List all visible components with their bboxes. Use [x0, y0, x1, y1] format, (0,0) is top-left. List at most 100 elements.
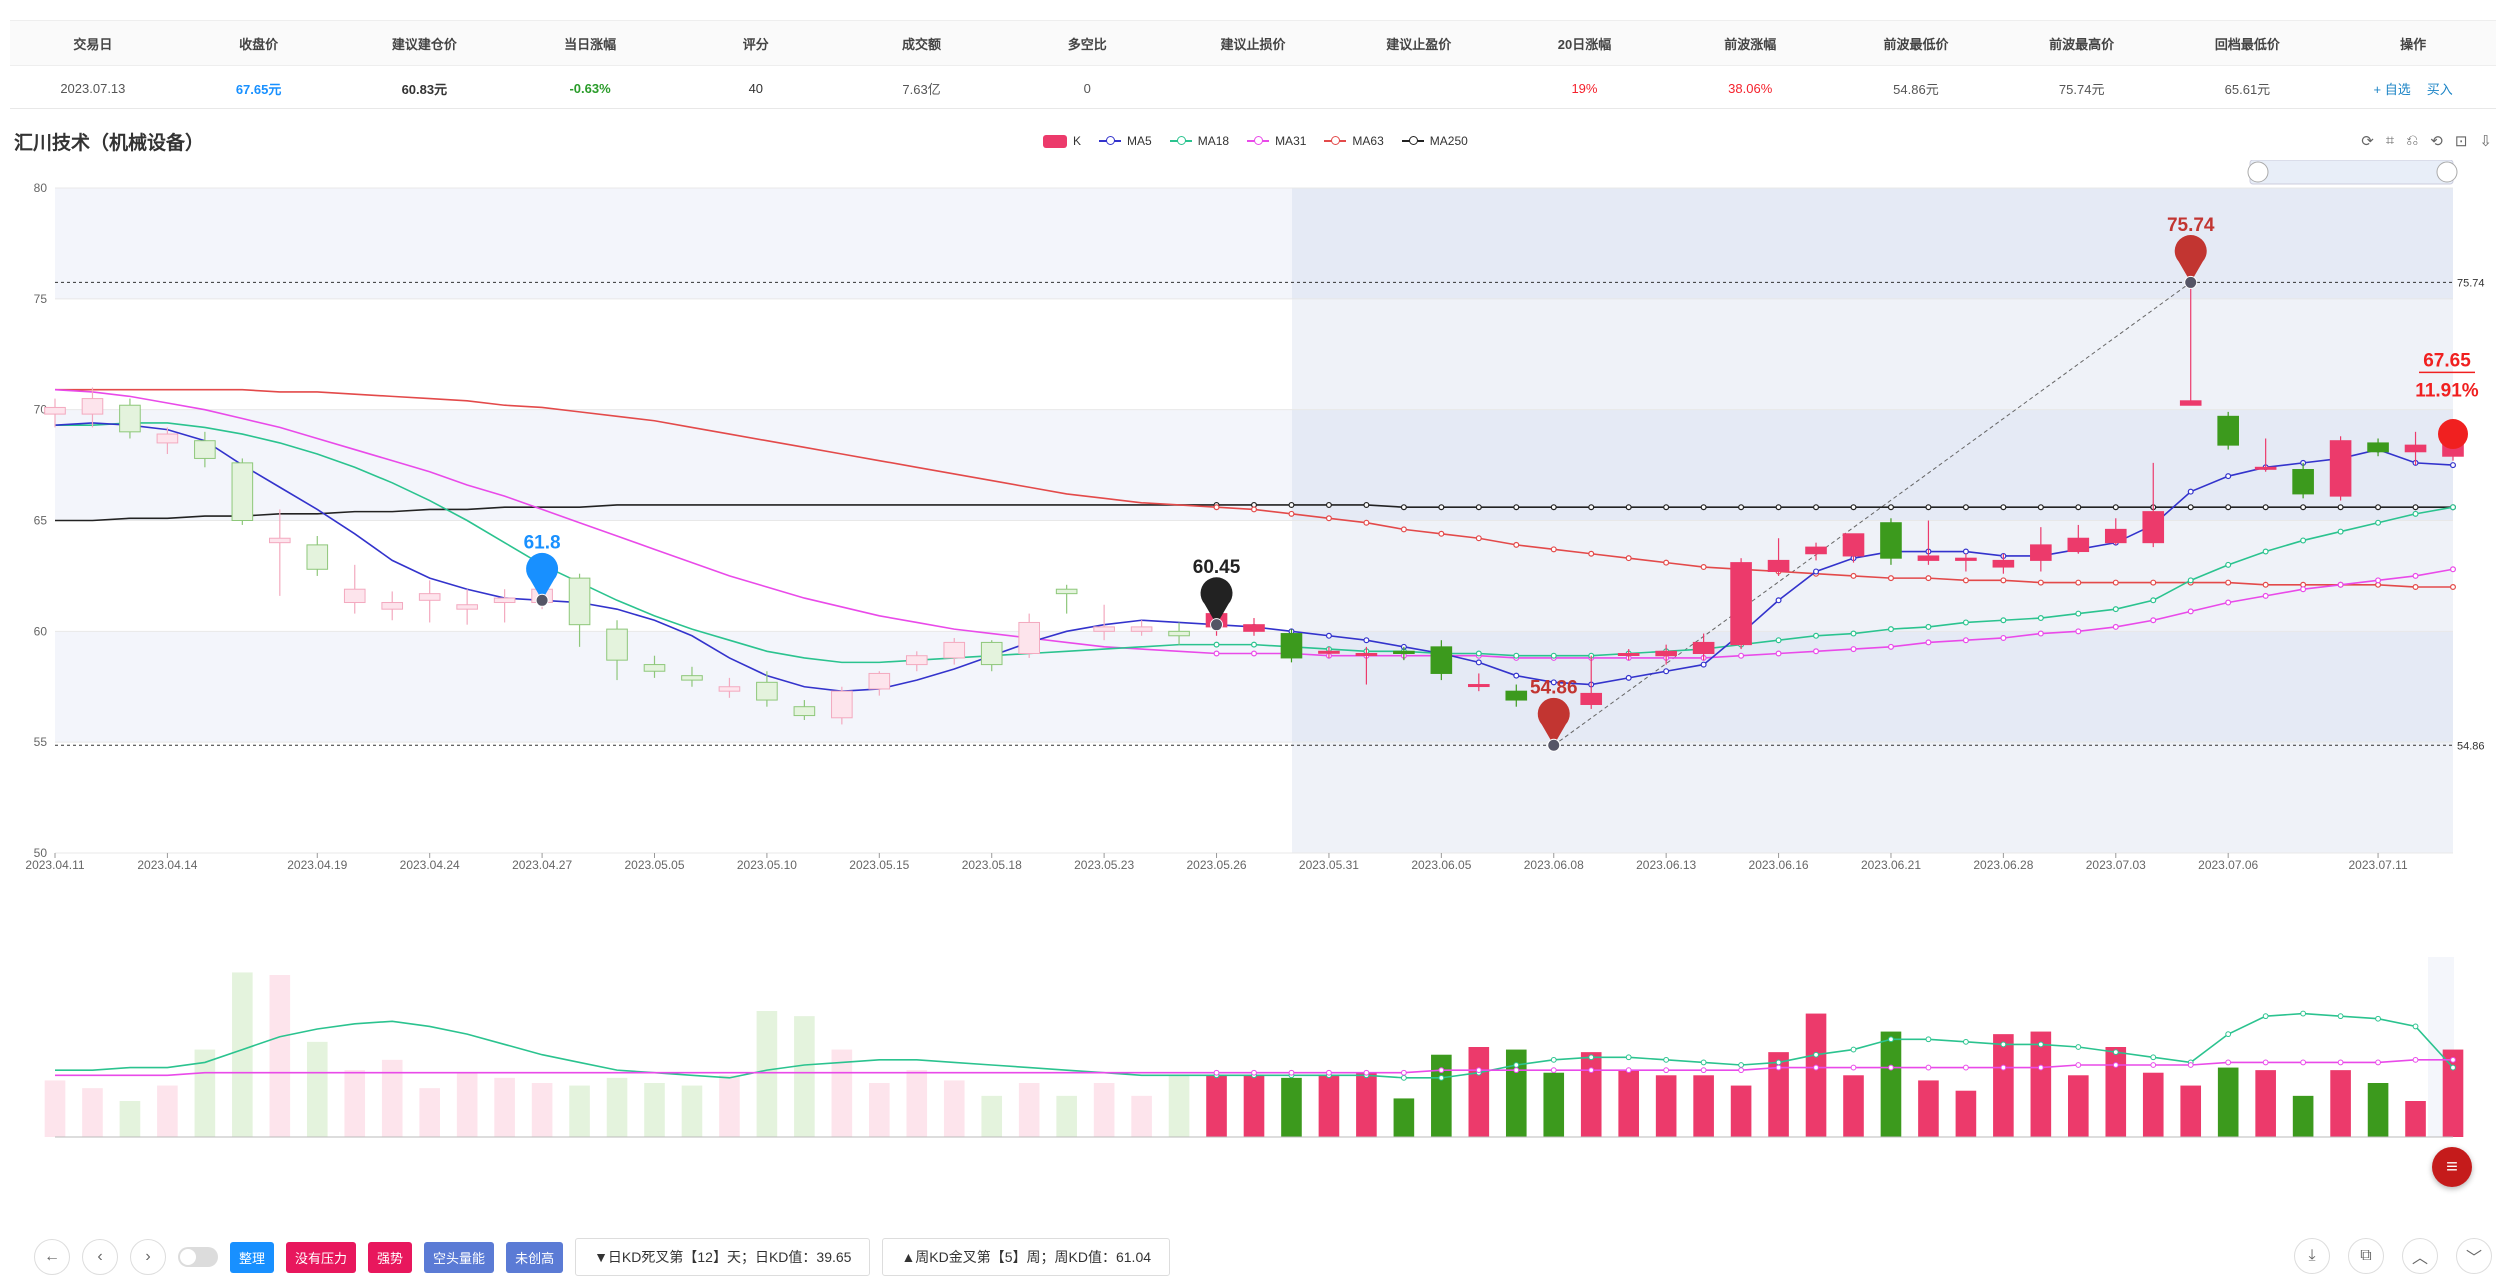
daily-kd-info: ▼日KD死叉第【12】天；日KD值：39.65 [575, 1238, 871, 1276]
volume-bar [1206, 1075, 1227, 1137]
volume-bar [1131, 1095, 1152, 1137]
display-toggle[interactable] [178, 1247, 218, 1267]
ma18-point [2337, 528, 2344, 535]
back-icon[interactable]: ← [34, 1239, 70, 1275]
vol_ma1-point [1813, 1051, 1819, 1058]
legend-item[interactable]: MA18 [1169, 134, 1229, 148]
table-cell: 75.74元 [2058, 81, 2105, 97]
candle [1767, 559, 1790, 572]
candle [81, 398, 104, 415]
datazoom-handle [2436, 161, 2458, 183]
column-header: 建议止盈价 [1386, 36, 1452, 52]
ma250-point [2000, 504, 2007, 511]
candle [2142, 511, 2165, 544]
grid-band [55, 631, 2453, 743]
refresh-icon[interactable]: ⟳ [2361, 133, 2374, 150]
vol_ma2-point [1888, 1064, 1894, 1071]
candle [905, 655, 928, 666]
legend-swatch [1324, 136, 1347, 145]
restore-icon[interactable]: ⟲ [2430, 133, 2443, 150]
candle [793, 706, 816, 717]
ma63-point [2112, 579, 2119, 586]
legend-label: MA5 [1127, 134, 1152, 148]
scroll-bottom-icon[interactable]: ﹀ [2456, 1238, 2492, 1274]
ma31-point [2375, 577, 2382, 584]
legend-item[interactable]: MA250 [1401, 134, 1468, 148]
ma18-point [2187, 577, 2194, 584]
candle [1692, 641, 1715, 654]
copy-icon[interactable]: ⧉ [2348, 1238, 2384, 1274]
status-tag[interactable]: 未创高 [506, 1241, 564, 1273]
volume-bar [1880, 1031, 1902, 1137]
ma5-point [1775, 597, 1782, 604]
ma63-point [2075, 579, 2082, 586]
legend-item[interactable]: K [1043, 134, 1081, 148]
x-tick-label: 2023.07.06 [2198, 858, 2258, 872]
chart-toolbox: ⟳ ⌗ ⎌ ⟲ ⊡ ⇩ [2361, 132, 2492, 150]
scroll-top-icon[interactable]: ︿ [2402, 1238, 2438, 1274]
ma18-point [2225, 561, 2232, 568]
next-icon[interactable]: › [130, 1239, 166, 1275]
volume-bar [869, 1083, 890, 1137]
candle [2329, 440, 2352, 497]
trend-line [1553, 282, 2192, 746]
status-tag[interactable]: 没有压力 [286, 1241, 357, 1273]
y-tick-label: 60 [34, 624, 48, 638]
x-tick-label: 2023.04.14 [137, 858, 197, 872]
download-icon[interactable]: ⇩ [2479, 133, 2492, 150]
marker-dot [1547, 738, 1561, 752]
candle [493, 597, 516, 604]
vol_ma1-point [2412, 1023, 2419, 1030]
stock-summary-table: 交易日 收盘价 建议建仓价 当日涨幅 评分 成交额 多空比 建议止损价 建议止盈价 20日涨幅 前波… [10, 10, 2496, 109]
legend-item[interactable]: MA5 [1099, 134, 1152, 148]
volume-bar [1505, 1049, 1527, 1137]
ma18-point [1962, 619, 1969, 626]
candle [1730, 562, 1752, 646]
ma31-point [1962, 637, 1969, 644]
marker-dot [1210, 618, 1224, 632]
kline-chart[interactable]: 50 55 60 65 70 75 80 75.74 54.86 2023.04.11 2023.0… [0, 160, 2506, 1220]
vol_ma2-point [2412, 1056, 2419, 1063]
ma5-point [2187, 488, 2194, 495]
last-change-label: 11.91% [2415, 380, 2478, 401]
menu-fab-button[interactable]: ≡ [2432, 1147, 2472, 1187]
column-header: 20日涨幅 [1557, 36, 1612, 52]
legend-item[interactable]: MA31 [1247, 134, 1306, 148]
vol_ma2-point [1363, 1069, 1370, 1076]
ma31-point [2075, 628, 2082, 635]
candle [2104, 528, 2127, 544]
column-header: 交易日 [73, 36, 113, 52]
vol_ma2-point [1400, 1069, 1407, 1076]
ma18-point [2150, 597, 2157, 604]
download-icon[interactable]: ⤓ [2294, 1238, 2330, 1274]
volume-bar [2367, 1083, 2389, 1137]
status-tag[interactable]: 强势 [368, 1241, 413, 1273]
buy-button[interactable]: 买入 [2426, 81, 2453, 97]
ma63-point [1962, 577, 1969, 584]
status-tag[interactable]: 空头量能 [424, 1241, 495, 1273]
vol_ma1-line [55, 1012, 2454, 1079]
candle [1093, 626, 1115, 632]
crop-icon[interactable]: ⊡ [2454, 133, 2468, 150]
volume-bar [1281, 1077, 1302, 1137]
volume-bar [82, 1088, 103, 1137]
legend-item[interactable]: MA63 [1324, 134, 1384, 148]
right-toolbar: ⤓ ⧉ ︿ ﹀ [2294, 1238, 2492, 1274]
x-tick-label: 2023.05.26 [1187, 858, 1247, 872]
zoom-icon[interactable]: ⌗ [2385, 132, 2395, 149]
ma250-point [1438, 504, 1445, 511]
add-watchlist-button[interactable]: + 自选 [2373, 81, 2411, 97]
table-cell: 40 [748, 80, 764, 96]
vol_ma1-point [2150, 1054, 2157, 1061]
vol_ma2-point [2450, 1056, 2456, 1063]
status-tag[interactable]: 整理 [230, 1241, 275, 1273]
ma5-point [2450, 462, 2457, 469]
ma31-point [2262, 592, 2269, 599]
prev-icon[interactable]: ‹ [82, 1239, 118, 1275]
candle [418, 593, 441, 601]
volume-bar [2330, 1070, 2351, 1137]
zoom-reset-icon[interactable]: ⎌ [2406, 132, 2419, 149]
vol_ma2-point [1475, 1067, 1482, 1074]
x-tick-label: 2023.07.11 [2348, 858, 2407, 872]
datazoom-slider [2249, 160, 2454, 185]
